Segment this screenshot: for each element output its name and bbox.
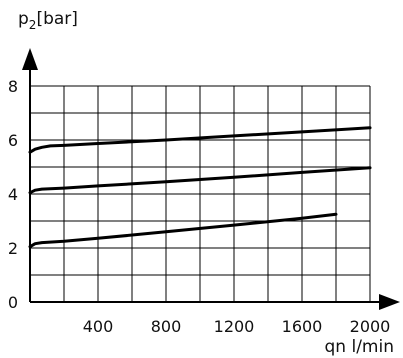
x-tick-label: 1600 [282,317,323,336]
x-tick-label: 2000 [350,317,391,336]
x-tick-label: 1200 [214,317,255,336]
x-tick-label: 400 [83,317,114,336]
y-axis-arrow [22,48,38,70]
series-line-2 [28,166,372,195]
y-axis-title-unit: [bar] [36,9,77,29]
x-axis-arrow [379,294,400,310]
y-axis-title: p2[bar] [18,9,78,32]
series-group [28,126,372,249]
y-axis-title-subscript: 2 [29,18,37,32]
y-tick-label: 4 [8,185,18,204]
y-tick-label: 8 [8,77,18,96]
grid [30,85,371,302]
axes [22,48,400,310]
x-tick-label: 800 [151,317,182,336]
series-line-3 [28,212,338,249]
series-line-1 [28,126,372,154]
y-axis-title-main: p [18,9,29,29]
tick-labels: 400 800 1200 1600 2000 0 2 4 6 8 [8,77,391,336]
y-tick-label: 6 [8,131,18,150]
x-axis-title: qn l/min [325,337,394,357]
y-tick-label: 2 [8,239,18,258]
y-tick-label: 0 [8,293,18,312]
